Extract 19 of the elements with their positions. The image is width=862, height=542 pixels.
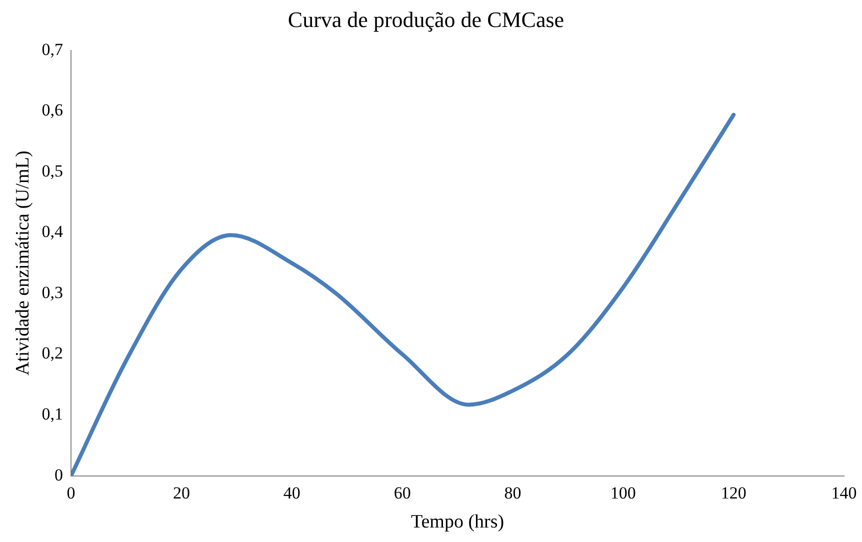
x-tick-label: 120: [720, 483, 746, 502]
y-tick-label: 0,2: [42, 344, 64, 363]
y-tick-label: 0: [54, 465, 64, 484]
y-tick-label: 0,3: [42, 282, 64, 302]
x-axis-title: Tempo (hrs): [410, 512, 504, 533]
y-tick-label: 0,1: [42, 404, 64, 424]
x-tick-label: 140: [831, 483, 857, 502]
x-tick-label: 80: [504, 483, 522, 502]
x-tick-label: 40: [283, 483, 300, 502]
x-tick-label: 20: [172, 483, 190, 502]
line-series: [71, 112, 736, 476]
y-tick-label: 0,6: [42, 100, 64, 120]
y-tick-label: 0,7: [42, 40, 64, 59]
chart-title: Curva de produção de CMCase: [288, 6, 564, 32]
y-axis-title: Atividade enzimática (U/mL): [12, 150, 34, 376]
x-tick-label: 100: [610, 483, 636, 502]
y-tick-label: 0,5: [42, 161, 64, 180]
y-tick-label: 0,4: [42, 222, 64, 242]
x-tick-label: 60: [394, 483, 411, 502]
